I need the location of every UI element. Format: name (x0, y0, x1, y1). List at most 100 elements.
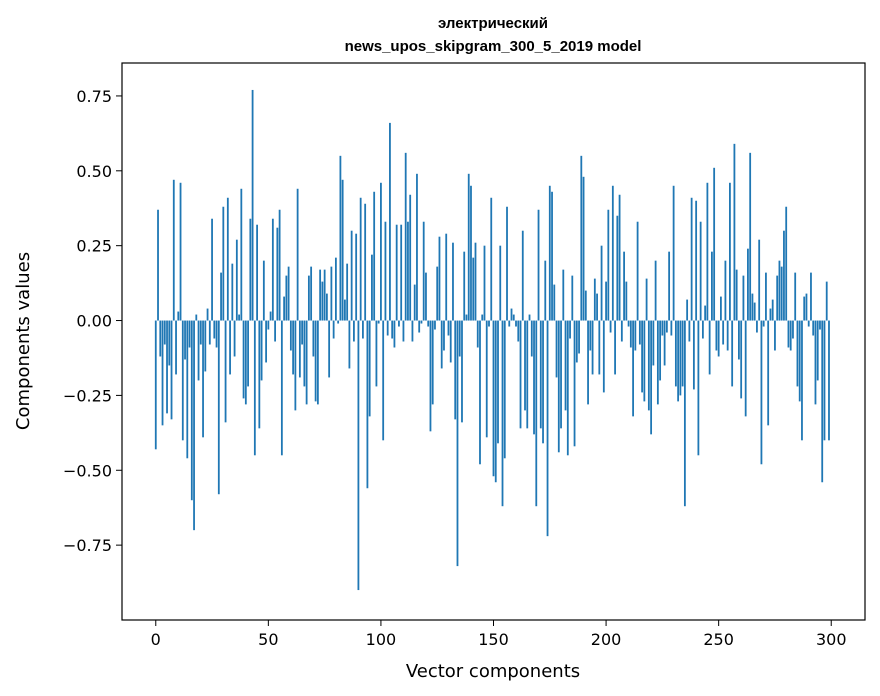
bar-285 (796, 320, 799, 387)
bar-111 (404, 152, 407, 321)
bar-53 (274, 320, 276, 342)
bar-271 (765, 272, 767, 321)
bar-123 (431, 320, 434, 405)
bar-90 (357, 320, 360, 591)
bar-235 (683, 320, 686, 507)
bar-148 (488, 320, 490, 327)
bar-263 (747, 248, 749, 321)
bar-261 (742, 275, 745, 321)
bar-66 (303, 320, 306, 387)
bar-186 (573, 320, 576, 447)
bar-219 (647, 320, 650, 411)
bar-244 (704, 305, 707, 321)
bar-276 (776, 275, 779, 321)
bar-61 (292, 320, 295, 375)
bar-147 (485, 320, 488, 438)
bar-47 (260, 320, 263, 381)
bar-234 (681, 320, 684, 387)
bar-176 (551, 191, 553, 321)
bar-280 (785, 206, 788, 321)
bar-167 (530, 320, 533, 357)
bar-220 (650, 320, 653, 435)
bar-62 (294, 320, 297, 411)
bar-146 (483, 245, 486, 321)
bar-189 (580, 155, 583, 321)
bar-96 (371, 254, 373, 321)
bar-65 (301, 320, 304, 345)
bar-0 (154, 320, 157, 450)
bar-128 (443, 320, 445, 351)
bar-58 (285, 275, 288, 321)
bar-298 (825, 281, 828, 321)
bar-122 (429, 320, 432, 432)
bar-7 (170, 320, 173, 420)
bar-201 (607, 209, 610, 321)
bar-204 (614, 320, 616, 375)
bar-174 (546, 320, 549, 537)
bar-126 (438, 236, 441, 321)
bar-172 (542, 320, 544, 444)
bar-6 (168, 320, 171, 366)
bar-95 (368, 320, 371, 417)
bar-91 (359, 197, 362, 321)
bar-259 (738, 320, 740, 360)
bar-287 (801, 320, 803, 441)
y-tick-label: 0.50 (76, 162, 112, 181)
bar-24 (208, 320, 211, 345)
bar-252 (722, 320, 725, 345)
bar-9 (175, 320, 177, 375)
bar-14 (186, 320, 189, 459)
bar-221 (652, 320, 655, 366)
bar-256 (731, 320, 734, 387)
bar-35 (233, 320, 236, 357)
bar-107 (395, 224, 398, 321)
bar-230 (672, 185, 675, 321)
bar-209 (625, 281, 628, 321)
bar-245 (706, 182, 709, 321)
bar-227 (665, 320, 668, 333)
bar-242 (699, 221, 702, 321)
bar-50 (267, 320, 270, 330)
bar-217 (643, 320, 646, 402)
bar-286 (798, 320, 801, 402)
bar-299 (828, 320, 830, 441)
bar-141 (472, 257, 475, 321)
bar-162 (519, 320, 522, 429)
bar-86 (348, 320, 351, 369)
bar-23 (206, 308, 209, 321)
bar-194 (591, 320, 594, 375)
bar-163 (521, 230, 524, 321)
bar-113 (409, 194, 412, 321)
bar-56 (280, 320, 283, 456)
bar-237 (688, 320, 691, 342)
y-tick-label: 0.25 (76, 237, 112, 256)
bar-177 (553, 284, 556, 321)
bar-295 (819, 320, 821, 330)
bar-291 (810, 272, 812, 321)
bar-155 (503, 320, 506, 459)
bar-157 (508, 320, 511, 327)
bar-158 (510, 308, 513, 321)
bar-13 (184, 320, 186, 360)
x-tick-label: 250 (703, 630, 734, 649)
bar-171 (539, 320, 542, 429)
bar-164 (524, 320, 526, 411)
bar-4 (163, 320, 166, 345)
bar-168 (533, 320, 535, 435)
bar-193 (589, 320, 592, 351)
bar-260 (740, 320, 743, 399)
bar-203 (611, 185, 614, 321)
bar-226 (663, 320, 666, 366)
bar-120 (425, 272, 427, 321)
bar-42 (249, 218, 252, 321)
bar-274 (771, 299, 774, 321)
bar-85 (346, 263, 349, 321)
bar-277 (778, 260, 781, 321)
bar-265 (751, 293, 754, 321)
bar-108 (398, 320, 400, 327)
bar-83 (341, 179, 344, 321)
bar-284 (794, 272, 797, 321)
bar-153 (499, 245, 502, 321)
bar-192 (587, 320, 589, 405)
